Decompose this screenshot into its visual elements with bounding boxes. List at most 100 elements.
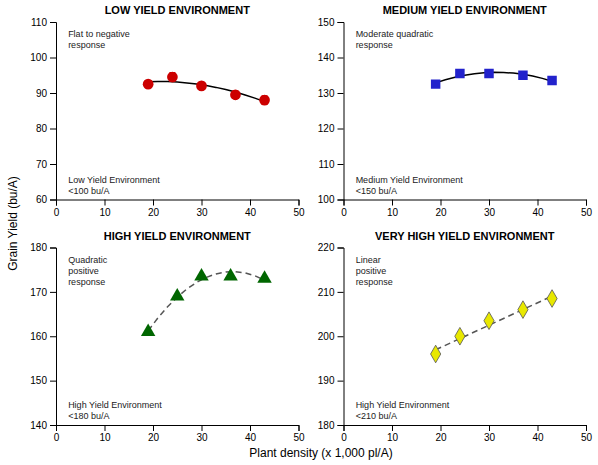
data-point bbox=[518, 71, 527, 80]
x-tick-mark bbox=[441, 425, 442, 431]
y-tick-mark bbox=[50, 200, 56, 201]
y-tick-label: 150 bbox=[318, 17, 335, 28]
y-tick: 190 bbox=[318, 375, 344, 386]
x-tick: 50 bbox=[293, 200, 305, 218]
x-tick-mark bbox=[299, 200, 300, 206]
y-axis: 180190200210220 bbox=[318, 242, 344, 431]
y-axis-title: Grain Yield (bu/A) bbox=[6, 176, 20, 271]
data-point bbox=[167, 72, 178, 83]
fit-line bbox=[148, 81, 264, 101]
y-tick-label: 160 bbox=[30, 331, 47, 342]
x-tick: 30 bbox=[196, 200, 208, 218]
y-axis-line bbox=[50, 248, 57, 426]
panel-title: LOW YIELD ENVIRONMENT bbox=[105, 4, 251, 16]
x-tick-mark bbox=[392, 200, 393, 206]
y-tick-label: 110 bbox=[319, 159, 335, 170]
y-tick-mark bbox=[338, 22, 344, 23]
y-tick: 120 bbox=[318, 123, 344, 134]
y-tick: 110 bbox=[319, 159, 344, 170]
panel: 14015016017018001020304050HIGH YIELD ENV… bbox=[30, 230, 305, 444]
x-tick-mark bbox=[105, 425, 106, 431]
plot-area bbox=[431, 290, 558, 363]
y-axis-line bbox=[338, 248, 345, 426]
data-point bbox=[547, 76, 556, 85]
data-point bbox=[455, 327, 465, 345]
x-axis-title: Plant density (x 1,000 pl/A) bbox=[249, 446, 392, 460]
plot-area bbox=[431, 69, 557, 89]
y-tick-mark bbox=[50, 93, 56, 94]
x-tick: 50 bbox=[581, 425, 593, 443]
panel: 18019020021022001020304050VERY HIGH YIEL… bbox=[318, 230, 593, 444]
annotation: Low Yield Environment<100 bu/A bbox=[68, 175, 160, 196]
x-tick-mark bbox=[202, 200, 203, 206]
annotation: High Yield Environment<210 bu/A bbox=[356, 400, 450, 421]
y-tick-label: 120 bbox=[318, 123, 335, 134]
y-tick: 80 bbox=[36, 123, 56, 134]
x-tick-label: 20 bbox=[435, 432, 447, 443]
x-tick-mark bbox=[538, 425, 539, 431]
x-axis: 01020304050 bbox=[341, 200, 592, 218]
y-tick-mark bbox=[50, 381, 56, 382]
y-tick-mark bbox=[50, 58, 56, 59]
x-tick: 10 bbox=[99, 425, 111, 443]
x-tick-label: 50 bbox=[581, 207, 593, 218]
x-tick: 10 bbox=[387, 425, 399, 443]
fit-line bbox=[148, 272, 264, 331]
y-axis: 100110120130140150 bbox=[318, 17, 344, 206]
x-tick-mark bbox=[202, 425, 203, 431]
panel-title: VERY HIGH YIELD ENVIRONMENT bbox=[375, 230, 555, 242]
x-tick-label: 10 bbox=[99, 207, 111, 218]
y-tick: 60 bbox=[36, 194, 56, 205]
annotation: Linearpositiveresponse bbox=[356, 255, 393, 287]
x-tick-mark bbox=[250, 425, 251, 431]
panel: 10011012013014015001020304050MEDIUM YIEL… bbox=[318, 4, 593, 218]
y-tick-label: 190 bbox=[318, 375, 335, 386]
x-axis: 0 10 20 30 40 50 bbox=[54, 200, 305, 218]
x-tick: 50 bbox=[581, 200, 593, 218]
x-tick: 40 bbox=[245, 425, 257, 443]
x-tick-label: 20 bbox=[435, 207, 447, 218]
x-axis: 01020304050 bbox=[341, 425, 592, 443]
x-tick-label: 40 bbox=[245, 207, 257, 218]
data-point bbox=[431, 79, 440, 88]
x-tick-mark bbox=[153, 425, 154, 431]
y-tick-label: 170 bbox=[30, 287, 47, 298]
x-tick-mark bbox=[489, 425, 490, 431]
y-tick-label: 100 bbox=[318, 194, 335, 205]
y-tick-label: 220 bbox=[318, 242, 335, 253]
x-tick: 50 bbox=[293, 425, 305, 443]
y-tick-mark bbox=[338, 58, 344, 59]
x-tick-mark bbox=[344, 200, 345, 206]
y-tick: 100 bbox=[318, 194, 344, 205]
plot-area bbox=[141, 268, 272, 336]
x-tick-label: 30 bbox=[196, 207, 208, 218]
y-tick-mark bbox=[338, 164, 344, 165]
x-tick-label: 40 bbox=[532, 207, 544, 218]
annotation: Moderate quadraticresponse bbox=[356, 29, 434, 50]
data-point bbox=[518, 301, 528, 319]
y-tick-mark bbox=[338, 425, 344, 426]
x-tick-mark bbox=[586, 200, 587, 206]
annotation: Medium Yield Environment<150 bu/A bbox=[356, 175, 464, 196]
x-tick: 0 bbox=[54, 200, 60, 218]
y-tick: 70 bbox=[36, 159, 56, 170]
x-tick-label: 40 bbox=[245, 432, 257, 443]
plot-area bbox=[143, 72, 270, 106]
data-point bbox=[223, 268, 237, 280]
x-tick: 20 bbox=[435, 425, 447, 443]
y-tick: 140 bbox=[318, 52, 344, 63]
y-tick: 180 bbox=[318, 420, 344, 431]
x-tick-mark bbox=[56, 425, 57, 431]
annotation: High Yield Environment<180 bu/A bbox=[68, 400, 162, 421]
y-tick-mark bbox=[338, 248, 344, 249]
panel-title: HIGH YIELD ENVIRONMENT bbox=[104, 230, 251, 242]
y-tick-label: 150 bbox=[30, 375, 47, 386]
data-point bbox=[196, 81, 207, 92]
y-tick-label: 200 bbox=[318, 331, 335, 342]
data-point bbox=[170, 288, 184, 300]
x-tick-label: 50 bbox=[293, 207, 305, 218]
x-axis-line bbox=[57, 426, 300, 432]
data-point bbox=[257, 270, 271, 282]
y-tick-label: 140 bbox=[318, 52, 335, 63]
x-tick: 20 bbox=[148, 200, 160, 218]
